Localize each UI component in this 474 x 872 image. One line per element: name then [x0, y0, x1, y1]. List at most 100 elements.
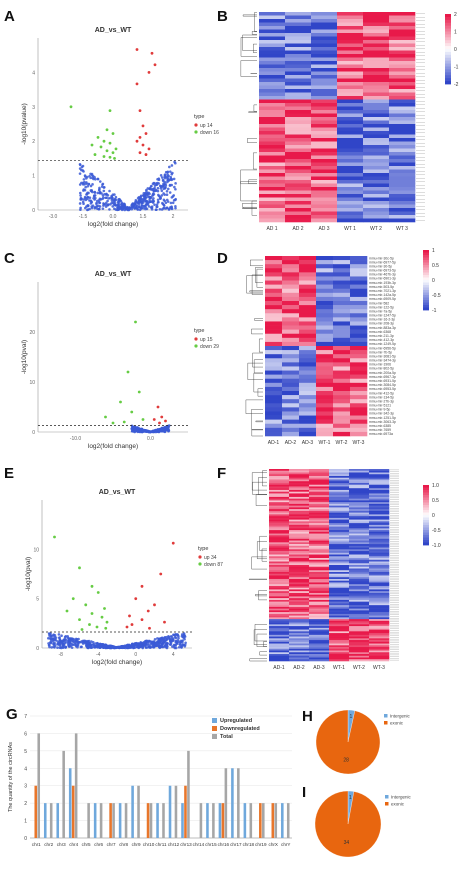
heatmap-cell	[329, 497, 349, 499]
panel-label: B	[217, 8, 228, 25]
heatmap-cell	[337, 166, 363, 170]
heatmap-cell	[337, 187, 363, 191]
y-tick-label: 0	[32, 208, 35, 214]
heatmap-cell	[349, 575, 369, 577]
heatmap-cell	[265, 281, 282, 285]
data-point-nodiff	[148, 640, 151, 643]
color-scale-step	[423, 300, 429, 303]
heatmap-cell	[269, 504, 289, 506]
data-point-nodiff	[92, 178, 95, 181]
bar	[281, 803, 284, 838]
heatmap-cell	[333, 272, 350, 276]
dendrogram-branch	[243, 15, 257, 16]
heatmap-cell	[369, 541, 389, 543]
heatmap-cell	[349, 630, 369, 632]
data-point-nodiff	[164, 187, 167, 190]
heatmap-cell	[269, 493, 289, 495]
heatmap-cell	[309, 474, 329, 476]
heatmap-cell	[349, 544, 369, 546]
heatmap-cell	[259, 54, 285, 58]
data-point-nodiff	[153, 203, 156, 206]
heatmap-cell	[289, 537, 309, 539]
dendrogram-branch	[256, 495, 267, 506]
heatmap-cell	[363, 16, 389, 20]
heatmap-cell	[337, 82, 363, 86]
heatmap-cell	[259, 163, 285, 167]
heatmap-cell	[299, 264, 316, 268]
heatmap-cell	[269, 555, 289, 557]
heatmap-cell	[349, 623, 369, 625]
data-point-nodiff	[79, 183, 82, 186]
legend-entry: Intergenic	[390, 714, 411, 719]
heatmap-cell	[349, 616, 369, 618]
data-point-nodiff	[47, 642, 50, 645]
heatmap-cell	[289, 631, 309, 633]
y-axis-label: -log10(pval)	[25, 557, 32, 591]
heatmap-cell	[265, 330, 282, 334]
heatmap-cell	[282, 276, 299, 280]
heatmap-cell	[289, 478, 309, 480]
heatmap-cell	[369, 490, 389, 492]
heatmap-cell	[329, 617, 349, 619]
heatmap-cell	[369, 654, 389, 656]
heatmap-cell	[333, 317, 350, 321]
data-point	[139, 109, 142, 112]
heatmap-cell	[350, 272, 367, 276]
data-point-nodiff	[143, 197, 146, 200]
heatmap-cell	[259, 33, 285, 37]
heatmap-cell	[269, 635, 289, 637]
heatmap-cell	[329, 513, 349, 515]
bar	[62, 751, 65, 838]
heatmap-cell	[259, 68, 285, 72]
panel-label: I	[302, 784, 306, 801]
color-scale-step	[445, 20, 451, 23]
heatmap-cell	[349, 521, 369, 523]
heatmap-cell	[269, 502, 289, 504]
heatmap-cell	[259, 184, 285, 188]
heatmap-cell	[282, 264, 299, 268]
heatmap-cell	[265, 301, 282, 305]
heatmap-cell	[337, 54, 363, 58]
heatmap-cell	[349, 492, 369, 494]
data-point-nodiff	[100, 198, 103, 201]
data-point-nodiff	[53, 638, 56, 641]
heatmap-cell	[259, 135, 285, 139]
chart-title: AD_vs_WT	[99, 489, 136, 496]
heatmap-cell	[265, 428, 282, 432]
heatmap-cell	[363, 215, 389, 219]
heatmap-cell	[289, 610, 309, 612]
heatmap-cell	[282, 432, 299, 436]
heatmap-cell	[349, 584, 369, 586]
heatmap-cell	[309, 624, 329, 626]
y-axis-label: The quantity of the circRNAs	[8, 742, 14, 812]
heatmap-cell	[259, 61, 285, 65]
heatmap-cell	[337, 205, 363, 209]
heatmap-cell	[316, 301, 333, 305]
heatmap-cell	[265, 272, 282, 276]
heatmap-cell	[269, 549, 289, 551]
data-point	[159, 573, 162, 576]
heatmap-cell	[389, 184, 415, 188]
heatmap-cell	[349, 574, 369, 576]
heatmap-cell	[311, 19, 337, 23]
heatmap-cell	[329, 493, 349, 495]
heatmap-cell	[369, 570, 389, 572]
heatmap-cell	[333, 285, 350, 289]
heatmap-cell	[329, 610, 349, 612]
heatmap-cell	[349, 588, 369, 590]
data-point	[142, 418, 145, 421]
heatmap-cell	[289, 651, 309, 653]
heatmap-cell	[259, 86, 285, 90]
dendrogram-branch	[241, 181, 257, 201]
heatmap-cell	[329, 645, 349, 647]
data-point	[153, 418, 156, 421]
heatmap-cell	[311, 138, 337, 142]
heatmap-cell	[309, 659, 329, 661]
heatmap-cell	[329, 525, 349, 527]
panel-label: E	[4, 465, 14, 482]
data-point-nodiff	[82, 165, 85, 168]
heatmap-cell	[369, 607, 389, 609]
heatmap-cell	[309, 495, 329, 497]
heatmap-cell	[309, 549, 329, 551]
